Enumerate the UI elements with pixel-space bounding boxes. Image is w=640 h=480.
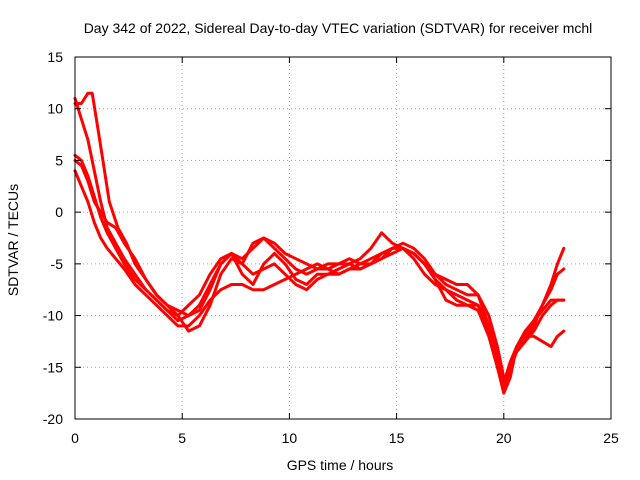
series-line-5 (73, 158, 566, 380)
x-tick-labels: 0 5 10 15 20 25 (71, 430, 619, 446)
grid-lines (75, 57, 611, 419)
y-tick-label: 10 (47, 101, 63, 117)
y-tick-labels: 15 10 5 0 -5 -10 -15 -20 (43, 49, 63, 427)
chart-title: Day 342 of 2022, Sidereal Day-to-day VTE… (84, 20, 593, 36)
x-tick-label: 5 (178, 430, 186, 446)
y-tick-label: -15 (43, 359, 63, 375)
x-tick-label: 20 (496, 430, 512, 446)
data-series (73, 91, 566, 395)
y-tick-label: -10 (43, 308, 63, 324)
plot-frame (74, 56, 612, 420)
y-axis-label: SDTVAR / TECUs (5, 184, 21, 296)
x-tick-label: 25 (603, 430, 619, 446)
x-tick-label: 15 (389, 430, 405, 446)
axis-ticks (74, 56, 612, 420)
x-tick-label: 0 (71, 430, 79, 446)
y-tick-label: 0 (55, 204, 63, 220)
series-line-3 (73, 153, 566, 390)
x-tick-label: 10 (282, 430, 298, 446)
y-tick-label: -20 (43, 411, 63, 427)
y-tick-label: 5 (55, 152, 63, 168)
series-line-1 (73, 96, 566, 395)
x-axis-label: GPS time / hours (287, 457, 394, 473)
y-tick-label: 15 (47, 49, 63, 65)
series-line-2 (73, 91, 566, 395)
y-tick-label: -5 (51, 256, 64, 272)
